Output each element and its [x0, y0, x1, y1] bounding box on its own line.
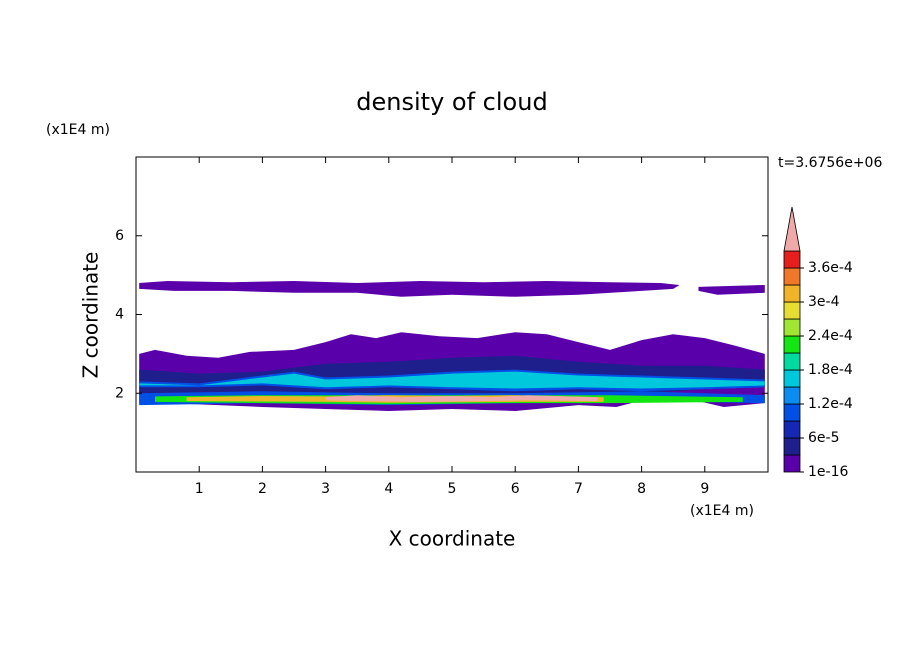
y-tick-label: 2: [115, 385, 124, 401]
x-tick-label: 1: [195, 481, 204, 497]
colorbar-band: [783, 369, 801, 388]
colorbar-band: [783, 318, 801, 337]
colorbar-tick-label: 3.6e-4: [808, 260, 853, 276]
colorbar-band: [783, 335, 801, 354]
contour-field: [139, 281, 765, 411]
colorbar-band: [783, 420, 801, 439]
colorbar-tick-label: 6e-5: [808, 430, 839, 446]
colorbar-band: [783, 284, 801, 303]
colorbar-band: [783, 454, 801, 473]
y-tick-label: 4: [115, 307, 124, 323]
colorbar-tick-label: 3e-4: [808, 294, 840, 310]
colorbar-band: [783, 301, 801, 320]
y-axis-label: Z coordinate: [79, 252, 103, 379]
x-tick-label: 3: [321, 481, 330, 497]
x-tick-label: 8: [637, 481, 646, 497]
contour-region: [139, 371, 765, 389]
colorbar-tick-label: 1e-16: [808, 464, 848, 480]
colorbar-over: [783, 206, 801, 252]
colorbar-band: [783, 250, 801, 269]
y-tick-label: 6: [115, 228, 124, 244]
x-tick-label: 2: [258, 481, 267, 497]
colorbar-band: [783, 403, 801, 422]
colorbar-tick-label: 1.2e-4: [808, 396, 853, 412]
x-axis-label: X coordinate: [389, 527, 516, 551]
x-tick-label: 7: [574, 481, 583, 497]
colorbar-tick-label: 1.8e-4: [808, 362, 853, 378]
time-annotation: t=3.6756e+06: [778, 155, 882, 171]
colorbar-band: [783, 386, 801, 405]
y-unit: (x1E4 m): [46, 122, 110, 138]
x-tick-label: 5: [448, 481, 457, 497]
contour-region: [139, 281, 680, 297]
colorbar-band: [783, 267, 801, 286]
x-unit: (x1E4 m): [690, 503, 754, 519]
contour-region: [325, 395, 598, 402]
x-tick-label: 4: [384, 481, 393, 497]
colorbar-band: [783, 352, 801, 371]
colorbar-tick-label: 2.4e-4: [808, 328, 853, 344]
chart-title: density of cloud: [356, 88, 547, 116]
x-tick-label: 6: [511, 481, 520, 497]
x-tick-label: 9: [700, 481, 709, 497]
colorbar-band: [783, 437, 801, 456]
contour-region: [698, 285, 765, 295]
